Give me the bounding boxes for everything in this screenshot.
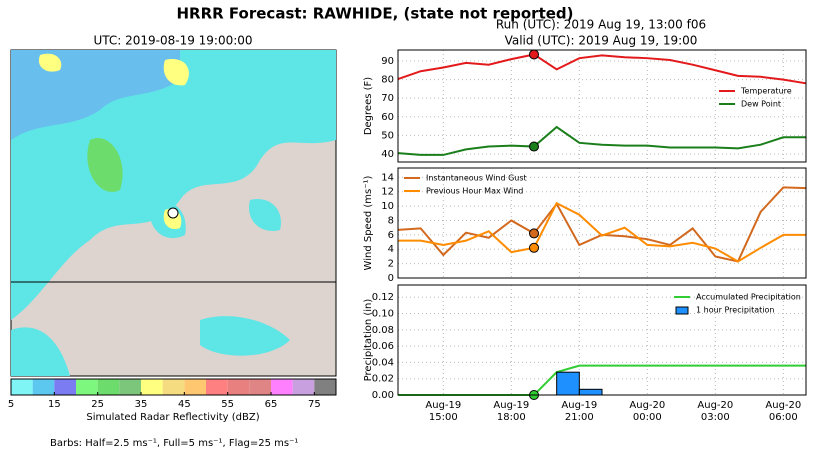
y-tick-label: 4 bbox=[388, 244, 394, 255]
colorbar-frame bbox=[10, 378, 337, 396]
plot-area bbox=[398, 50, 806, 162]
colorbar-bin bbox=[314, 379, 336, 395]
highlight-marker bbox=[529, 228, 539, 239]
colorbar-tick-label: 75 bbox=[308, 399, 321, 410]
plot-area bbox=[398, 168, 806, 278]
plot-frame bbox=[397, 167, 807, 279]
x-tick-label: Aug-20 03:00 bbox=[697, 400, 733, 423]
legend-label: Accumulated Precipitation bbox=[696, 293, 801, 302]
highlight-marker bbox=[529, 141, 539, 152]
x-tick-label: Aug-20 00:00 bbox=[629, 400, 665, 423]
y-tick-label: 10 bbox=[381, 201, 394, 212]
run-title: Run (UTC): 2019 Aug 19, 13:00 f06 bbox=[496, 18, 706, 32]
valid-title: Valid (UTC): 2019 Aug 19, 19:00 bbox=[505, 34, 698, 48]
series-line bbox=[398, 201, 806, 263]
y-tick-label: 0.02 bbox=[372, 374, 394, 385]
colorbar-bin bbox=[184, 379, 206, 395]
highlight-marker bbox=[529, 242, 539, 253]
colorbar-tick-label: 25 bbox=[91, 399, 104, 410]
map-title: UTC: 2019-08-19 19:00:00 bbox=[93, 34, 252, 48]
bar bbox=[578, 388, 603, 396]
series-line bbox=[397, 125, 806, 156]
plot-area bbox=[398, 285, 806, 395]
y-axis-label: Degrees (F) bbox=[363, 77, 374, 135]
colorbar-bin bbox=[76, 379, 98, 395]
colorbar-bin bbox=[119, 379, 141, 395]
y-tick-label: 70 bbox=[381, 93, 394, 104]
y-tick-label: 8 bbox=[388, 215, 394, 226]
y-tick-label: 90 bbox=[381, 56, 394, 67]
x-tick-label: Aug-20 06:00 bbox=[765, 400, 801, 423]
y-tick-label: 0.00 bbox=[372, 390, 394, 401]
plot-frame bbox=[397, 284, 807, 396]
y-tick-label: 0.08 bbox=[372, 325, 394, 336]
colorbar-bin bbox=[141, 379, 163, 395]
y-tick-label: 80 bbox=[381, 75, 394, 86]
legend-label: 1 hour Precipitation bbox=[696, 306, 775, 315]
x-tick-label: Aug-19 18:00 bbox=[493, 400, 529, 423]
y-tick-label: 50 bbox=[381, 130, 394, 141]
colorbar-bin bbox=[11, 379, 33, 395]
x-tick-label: Aug-19 15:00 bbox=[425, 400, 461, 423]
colorbar-bin bbox=[227, 379, 250, 395]
y-axis-label: Wind Speed (ms⁻¹) bbox=[363, 175, 374, 270]
series-line bbox=[397, 53, 807, 85]
colorbar-bin bbox=[206, 379, 228, 395]
colorbar-tick-label: 55 bbox=[221, 399, 234, 410]
legend-label: Dew Point bbox=[741, 100, 781, 109]
legend-label: Temperature bbox=[740, 87, 792, 96]
colorbar-bin bbox=[32, 379, 55, 395]
y-tick-label: 0.10 bbox=[372, 309, 394, 320]
legend-label: Instantaneous Wind Gust bbox=[426, 174, 527, 183]
legend-swatch bbox=[675, 306, 689, 315]
y-tick-label: 0.06 bbox=[372, 341, 394, 352]
colorbar-bin bbox=[249, 379, 271, 395]
colorbar-bin bbox=[271, 379, 293, 395]
y-tick-label: 14 bbox=[381, 172, 394, 183]
map bbox=[10, 49, 337, 377]
y-tick-label: 6 bbox=[388, 230, 394, 241]
colorbar-tick-label: 15 bbox=[48, 399, 61, 410]
plot-frame bbox=[397, 49, 807, 163]
figure-title: HRRR Forecast: RAWHIDE, (state not repor… bbox=[176, 5, 573, 23]
colorbar-tick-label: 65 bbox=[265, 399, 278, 410]
y-tick-label: 0.12 bbox=[372, 292, 394, 303]
colorbar-bin bbox=[292, 379, 315, 395]
highlight-marker bbox=[529, 49, 539, 60]
y-tick-label: 2 bbox=[388, 259, 394, 270]
barbs-note: Barbs: Half=2.5 ms⁻¹, Full=5 ms⁻¹, Flag=… bbox=[50, 438, 298, 449]
y-tick-label: 60 bbox=[381, 112, 394, 123]
colorbar-tick-label: 35 bbox=[135, 399, 148, 410]
legend-label: Previous Hour Max Wind bbox=[426, 187, 523, 196]
x-tick-label: Aug-19 21:00 bbox=[561, 400, 597, 423]
y-axis-label: Precipitation (in) bbox=[363, 299, 374, 382]
colorbar-bin bbox=[54, 379, 76, 395]
y-tick-label: 40 bbox=[381, 149, 394, 160]
y-tick-label: 0 bbox=[388, 273, 394, 284]
colorbar-bin bbox=[97, 379, 120, 395]
colorbar-label: Simulated Radar Reflectivity (dBZ) bbox=[86, 412, 259, 423]
y-tick-label: 0.04 bbox=[372, 357, 394, 368]
bar bbox=[556, 371, 580, 396]
colorbar-tick-label: 45 bbox=[178, 399, 191, 410]
y-tick-label: 12 bbox=[381, 187, 394, 198]
colorbar-tick-label: 5 bbox=[8, 399, 14, 410]
colorbar-bin bbox=[162, 379, 185, 395]
